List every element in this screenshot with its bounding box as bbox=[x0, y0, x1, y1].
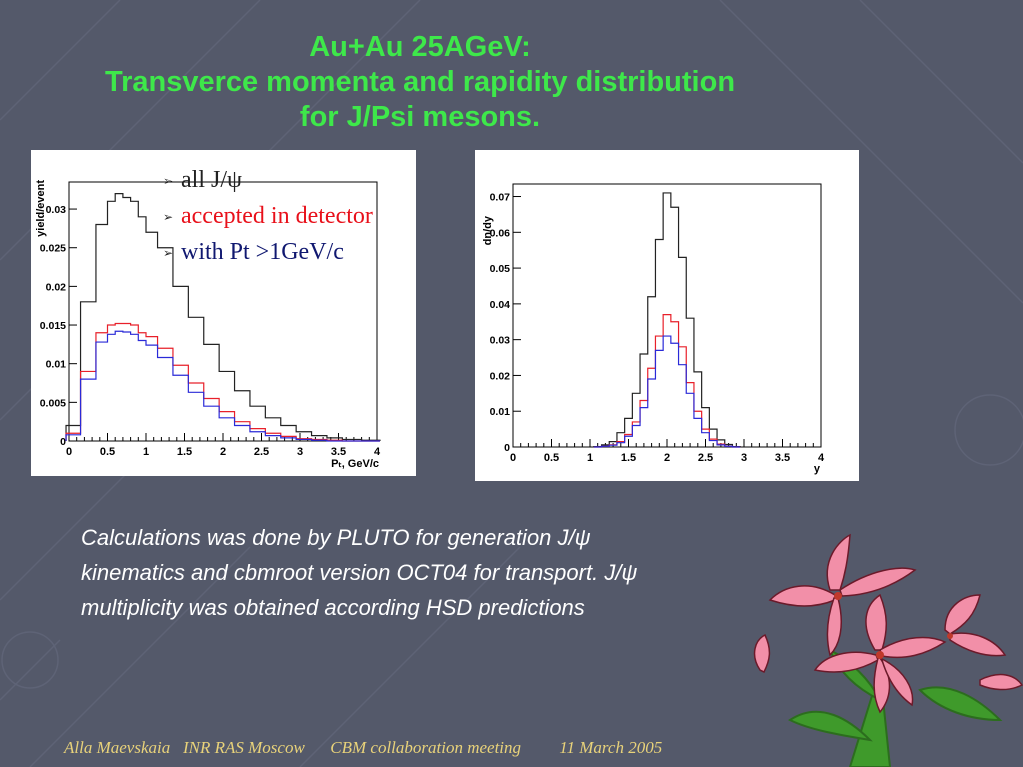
arrow-bullet-icon: ➢ bbox=[163, 245, 174, 260]
x-tick-label: 3 bbox=[297, 446, 303, 458]
x-tick-label: 1.5 bbox=[621, 452, 636, 464]
x-tick-label: 0.5 bbox=[544, 452, 559, 464]
note-line-2: kinematics and cbmroot version OCT04 for… bbox=[81, 560, 638, 585]
y-tick-label: 0.07 bbox=[490, 192, 511, 204]
x-tick-label: 1.5 bbox=[177, 446, 192, 458]
footer-credits: Alla Maevskaia INR RAS Moscow CBM collab… bbox=[64, 738, 663, 757]
x-tick-label: 2 bbox=[220, 446, 226, 458]
title-line-3: for J/Psi mesons. bbox=[299, 101, 541, 133]
title-line-1: Au+Au 25AGeV: bbox=[309, 31, 531, 63]
x-tick-label: 0 bbox=[66, 446, 72, 458]
calculation-note: Calculations was done by PLUTO for gener… bbox=[81, 520, 801, 625]
y-tick-label: 0.05 bbox=[490, 263, 511, 275]
rapidity-histogram-svg: 0 0.5 1 1.5 2 2.5 3 3.5 4 0 0.01 0.02 0.03 0.04 0.05 0.… bbox=[482, 183, 825, 475]
arrow-bullet-icon: ➢ bbox=[163, 209, 174, 224]
x-axis-label: y bbox=[814, 463, 821, 475]
legend-item-accepted: ➢ accepted in detector bbox=[163, 199, 373, 235]
x-tick-label: 1 bbox=[587, 452, 593, 464]
y-tick-label: 0.02 bbox=[490, 370, 511, 382]
y-tick-label: 0.025 bbox=[40, 243, 66, 255]
y-tick-label: 0.06 bbox=[490, 227, 511, 239]
histogram-series-all-2 bbox=[593, 192, 741, 448]
x-tick-label: 1 bbox=[143, 446, 149, 458]
x-axis-label: Pₜ, GeV/c bbox=[331, 458, 379, 470]
x-tick-label: 3.5 bbox=[775, 452, 790, 464]
x-tick-label: 4 bbox=[818, 452, 825, 464]
x-tick-label: 2 bbox=[664, 452, 670, 464]
legend-item-pt-cut: ➢ with Pt >1GeV/c bbox=[163, 235, 373, 271]
y-axis-label: dn/dy bbox=[482, 215, 494, 245]
y-axis-label: yield/event bbox=[35, 180, 47, 237]
legend-item-all: ➢ all J/ψ bbox=[163, 163, 373, 199]
y-tick-label: 0.04 bbox=[490, 299, 511, 311]
plot-frame bbox=[512, 183, 822, 448]
y-tick-label: 0 bbox=[60, 436, 66, 448]
legend-label-all: all J/ψ bbox=[181, 167, 243, 193]
x-tick-label: 0.5 bbox=[100, 446, 115, 458]
y-tick-label: 0.015 bbox=[40, 320, 66, 332]
histogram-series-pt-1 bbox=[65, 330, 380, 442]
x-tick-label: 3 bbox=[741, 452, 747, 464]
y-tick-label: 0 bbox=[504, 442, 510, 454]
histogram-series-pt-2 bbox=[593, 335, 741, 448]
title-line-2: Transverce momenta and rapidity distribu… bbox=[104, 66, 736, 98]
x-tick-label: 4 bbox=[374, 446, 381, 458]
pt-histogram-svg: 0 0.5 1 1.5 2 2.5 3 3.5 4 0 0.005 0.01 0.015 0.02 0.02… bbox=[35, 180, 381, 470]
y-tick-label: 0.005 bbox=[40, 397, 66, 409]
legend-label-pt-cut: with Pt >1GeV/c bbox=[181, 238, 344, 265]
legend-label-accepted: accepted in detector bbox=[181, 202, 373, 229]
histogram-series-all-1 bbox=[65, 192, 381, 441]
x-tick-label: 2.5 bbox=[254, 446, 269, 458]
arrow-bullet-icon: ➢ bbox=[163, 173, 174, 188]
x-tick-label: 2.5 bbox=[698, 452, 713, 464]
y-tick-label: 0.01 bbox=[490, 406, 511, 418]
y-tick-label: 0.03 bbox=[490, 335, 511, 347]
legend: ➢ all J/ψ ➢ accepted in detector ➢ with Pt … bbox=[163, 163, 373, 271]
y-tick-label: 0.02 bbox=[46, 281, 67, 293]
rapidity-distribution-plot: 0 0.5 1 1.5 2 2.5 3 3.5 4 0 0.01 0.02 0.03 0.04 0.05 0.… bbox=[475, 150, 859, 481]
pt-distribution-plot: 0 0.5 1 1.5 2 2.5 3 3.5 4 0 0.005 0.01 0.015 0.02 0.02… bbox=[31, 150, 416, 476]
histogram-series-accepted-1 bbox=[65, 322, 380, 442]
note-line-1: Calculations was done by PLUTO for gener… bbox=[81, 525, 591, 550]
histogram-series-accepted-2 bbox=[593, 314, 741, 448]
slide-title: Au+Au 25AGeV: Transverce momenta and rap… bbox=[40, 30, 800, 135]
x-tick-label: 0 bbox=[510, 452, 516, 464]
x-tick-label: 3.5 bbox=[331, 446, 346, 458]
y-tick-label: 0.03 bbox=[46, 204, 67, 216]
y-tick-label: 0.01 bbox=[46, 359, 67, 371]
lily-flowers-clipart bbox=[753, 533, 1023, 767]
note-line-3: multiplicity was obtained according HSD … bbox=[81, 595, 585, 620]
